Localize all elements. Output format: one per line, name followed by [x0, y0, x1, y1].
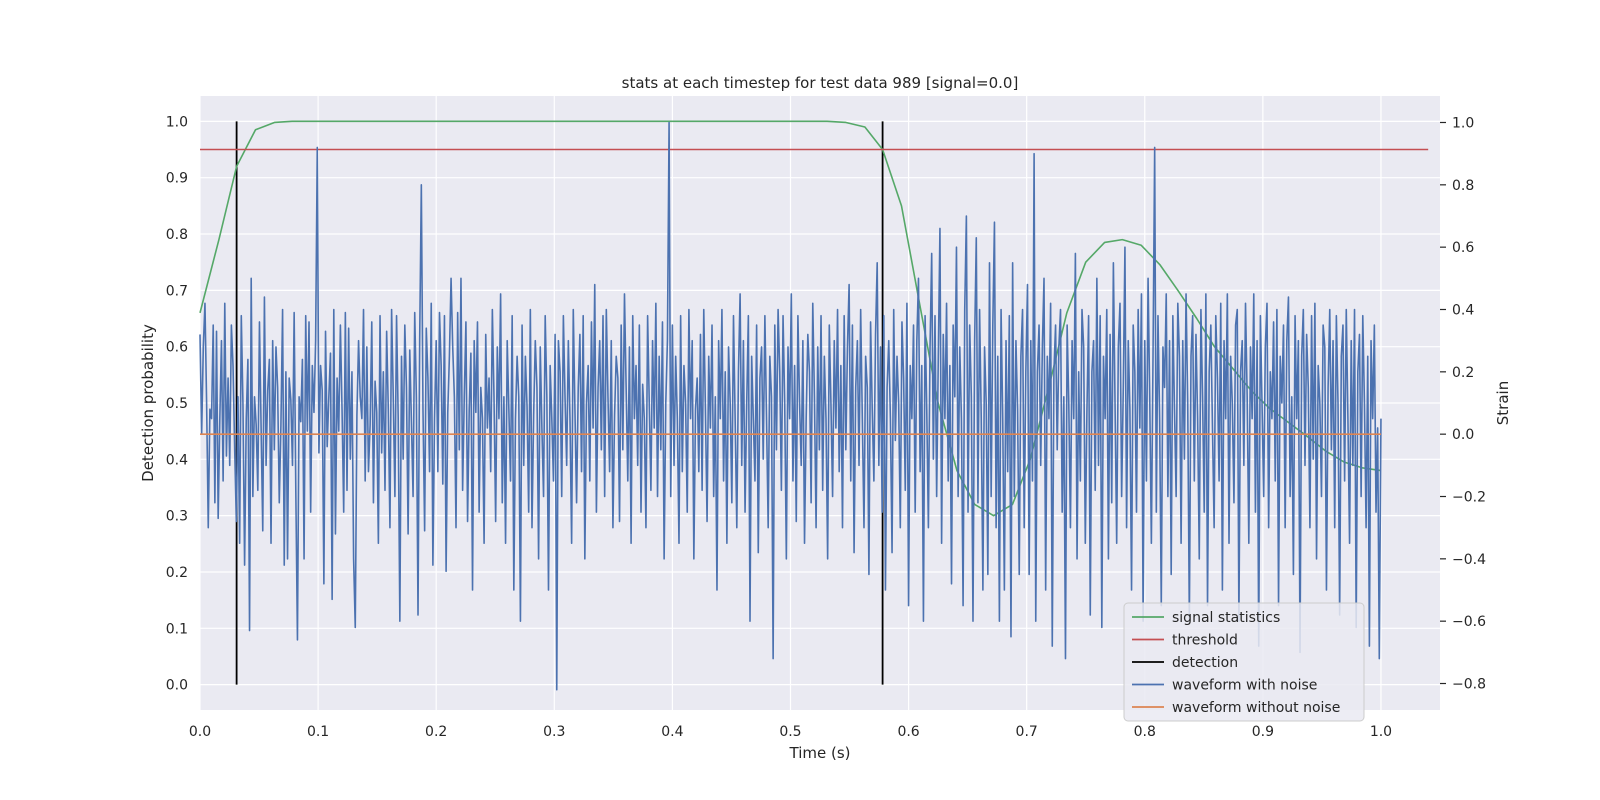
- x-tick-label: 0.3: [543, 724, 565, 740]
- x-tick-label: 0.0: [189, 724, 211, 740]
- chart-title: stats at each timestep for test data 989…: [622, 74, 1019, 92]
- legend-label: waveform with noise: [1172, 678, 1317, 694]
- x-axis-label: Time (s): [789, 744, 851, 762]
- y2-tick-label: 1.0: [1452, 115, 1474, 131]
- legend: signal statistics threshold detection wavef…: [1123, 602, 1365, 722]
- waveform-with-noise-line: [199, 121, 1382, 691]
- x-tick-label: 0.8: [1134, 724, 1156, 740]
- legend-label: waveform without noise: [1172, 700, 1340, 716]
- legend-label: signal statistics: [1172, 610, 1280, 626]
- y-tick-label: 0.1: [166, 621, 188, 637]
- y2-tick-label: −0.4: [1452, 552, 1486, 568]
- y2-tick-label: 0.8: [1452, 178, 1474, 194]
- legend-label: threshold: [1172, 633, 1238, 649]
- y-axis-label: Detection probability: [139, 324, 157, 482]
- y-tick-label: 1.0: [166, 114, 188, 130]
- series-layer: [199, 120, 1429, 691]
- x-tick-labels: 0.0 0.1 0.2 0.3 0.4 0.5 0.6 0.7 0.8 0.9 1.0: [189, 724, 1392, 740]
- y-tick-label: 0.9: [166, 171, 188, 187]
- y-tick-label: 0.6: [166, 340, 188, 356]
- y-tick-label: 0.7: [166, 283, 188, 299]
- y2-tick-label: −0.8: [1452, 677, 1486, 693]
- y2-tick-label: 0.4: [1452, 302, 1474, 318]
- y-tick-label: 0.8: [166, 227, 188, 243]
- x-tick-label: 1.0: [1370, 724, 1392, 740]
- y-tick-labels: 0.0 0.1 0.2 0.3 0.4 0.5 0.6 0.7 0.8 0.9 1.0: [166, 114, 188, 693]
- y-tick-label: 0.3: [166, 509, 188, 525]
- x-tick-label: 0.5: [779, 724, 801, 740]
- x-tick-label: 0.6: [897, 724, 919, 740]
- signal-statistics-line: [199, 120, 1382, 517]
- x-tick-label: 0.4: [661, 724, 683, 740]
- y2-axis-label: Strain: [1494, 381, 1512, 425]
- y2-tick-label: −0.2: [1452, 490, 1486, 506]
- y2-tick-labels: −0.8 −0.6 −0.4 −0.2 0.0 0.2 0.4 0.6 0.8 1.0: [1440, 115, 1486, 693]
- y-tick-label: 0.0: [166, 678, 188, 694]
- y-tick-label: 0.2: [166, 565, 188, 581]
- x-tick-label: 0.2: [425, 724, 447, 740]
- y2-tick-label: 0.2: [1452, 365, 1474, 381]
- legend-frame: [1123, 602, 1365, 722]
- y2-tick-label: 0.0: [1452, 427, 1474, 443]
- x-tick-label: 0.7: [1016, 724, 1038, 740]
- y-tick-label: 0.5: [166, 396, 188, 412]
- x-tick-label: 0.1: [307, 724, 329, 740]
- y2-tick-label: −0.6: [1452, 614, 1486, 630]
- x-tick-label: 0.9: [1252, 724, 1274, 740]
- legend-label: detection: [1172, 655, 1238, 671]
- y2-tick-label: 0.6: [1452, 240, 1474, 256]
- y-tick-label: 0.4: [166, 452, 188, 468]
